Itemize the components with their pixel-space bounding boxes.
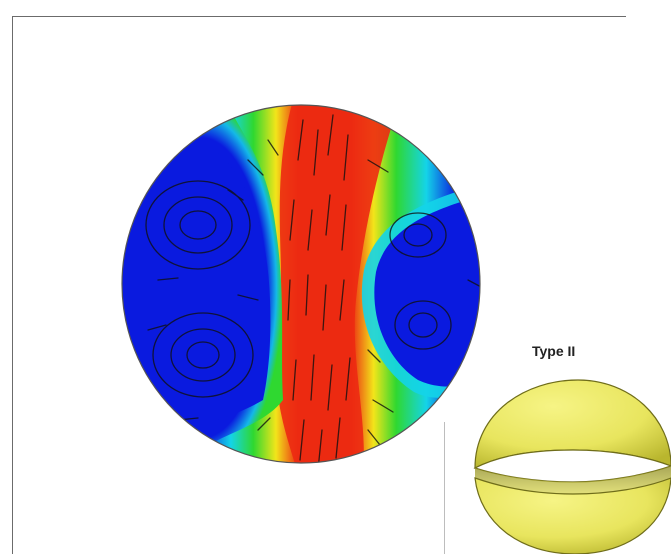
- panel-divider: [444, 422, 445, 554]
- flow-vectors: [145, 114, 480, 463]
- frame-left-border: [12, 16, 13, 554]
- type-label: Type II: [532, 343, 576, 359]
- frame-top-border: [12, 16, 626, 17]
- flow-field-disk: [121, 104, 481, 464]
- flow-field-colormap: [122, 105, 480, 463]
- flow-disk-outline: [121, 104, 481, 464]
- hemisphere-shell-icon: [473, 379, 671, 554]
